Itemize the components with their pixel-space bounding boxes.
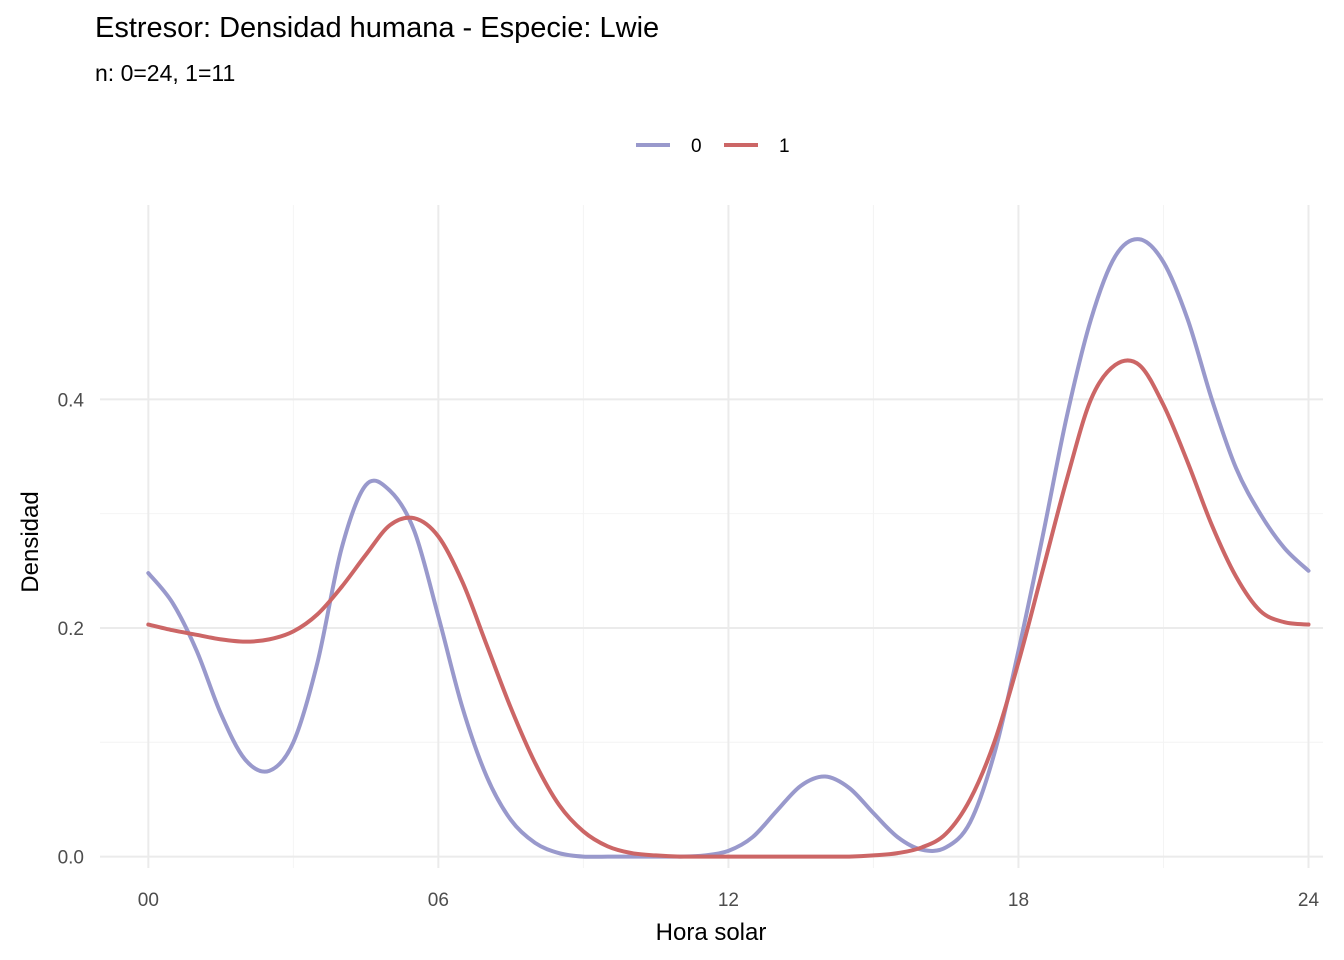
legend-label-0: 0: [691, 136, 702, 157]
x-axis-title: Hora solar: [656, 919, 767, 946]
series-layer: [146, 237, 1311, 859]
chart-subtitle: n: 0=24, 1=11: [95, 60, 236, 86]
x-tick-label: 18: [1008, 890, 1029, 911]
grid-layer: [100, 205, 1323, 868]
x-tick-label: 06: [428, 890, 449, 911]
chart-title: Estresor: Densidad humana - Especie: Lwi…: [95, 12, 660, 44]
x-tick-label: 12: [718, 890, 739, 911]
axis-layer: 0.0 0.2 0.4 00 06 12 18 24: [58, 390, 1320, 911]
legend-label-1: 1: [779, 136, 790, 157]
y-tick-label: 0.4: [58, 390, 85, 411]
x-tick-label: 24: [1298, 890, 1320, 911]
series-line-0: [146, 237, 1311, 859]
y-axis-title: Densidad: [17, 491, 44, 592]
y-tick-label: 0.0: [58, 848, 84, 869]
x-tick-label: 00: [138, 890, 159, 911]
series-line-1: [146, 358, 1311, 859]
y-tick-label: 0.2: [58, 619, 84, 640]
